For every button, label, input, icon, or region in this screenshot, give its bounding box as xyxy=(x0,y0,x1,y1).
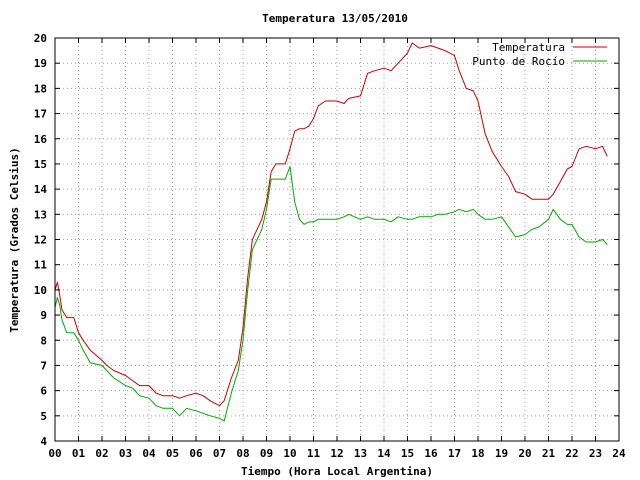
y-tick-label: 7 xyxy=(40,359,47,372)
y-tick-label: 15 xyxy=(34,158,47,171)
x-tick-label: 03 xyxy=(119,447,132,460)
x-tick-label: 07 xyxy=(213,447,226,460)
x-tick-label: 11 xyxy=(307,447,321,460)
x-tick-label: 10 xyxy=(283,447,296,460)
y-tick-label: 20 xyxy=(34,32,47,45)
y-tick-label: 16 xyxy=(34,133,48,146)
x-axis-label: Tiempo (Hora Local Argentina) xyxy=(241,465,433,478)
grid-lines xyxy=(55,38,619,441)
x-tick-label: 00 xyxy=(48,447,61,460)
axis-ticks: 00 01 02 03 04 05 06 07 08 09 10 11 12 13 14 15 16 17 18 19… xyxy=(34,32,626,460)
y-tick-label: 10 xyxy=(34,284,47,297)
x-tick-label: 23 xyxy=(589,447,602,460)
y-tick-label: 18 xyxy=(34,82,47,95)
y-tick-label: 14 xyxy=(34,183,48,196)
x-tick-label: 05 xyxy=(166,447,179,460)
x-tick-label: 24 xyxy=(612,447,626,460)
y-tick-label: 6 xyxy=(40,385,47,398)
x-tick-label: 12 xyxy=(330,447,343,460)
y-tick-label: 9 xyxy=(40,309,47,322)
y-tick-label: 5 xyxy=(40,410,47,423)
x-tick-label: 18 xyxy=(471,447,484,460)
x-tick-label: 04 xyxy=(142,447,156,460)
x-tick-label: 09 xyxy=(260,447,273,460)
y-tick-label: 11 xyxy=(34,259,48,272)
series-layer xyxy=(54,42,608,422)
x-tick-label: 15 xyxy=(401,447,414,460)
x-tick-label: 16 xyxy=(424,447,438,460)
chart-title: Temperatura 13/05/2010 xyxy=(262,12,408,25)
x-tick-label: 19 xyxy=(495,447,508,460)
y-tick-label: 19 xyxy=(34,57,47,70)
y-tick-label: 8 xyxy=(40,334,47,347)
legend-label-0: Temperatura xyxy=(492,41,565,54)
x-tick-label: 22 xyxy=(565,447,578,460)
x-tick-label: 02 xyxy=(95,447,108,460)
x-tick-label: 13 xyxy=(354,447,367,460)
x-tick-label: 17 xyxy=(448,447,461,460)
y-tick-label: 17 xyxy=(34,108,47,121)
series-line-0 xyxy=(54,42,608,407)
y-tick-label: 4 xyxy=(40,435,47,448)
x-tick-label: 20 xyxy=(518,447,531,460)
y-axis-label: Temperatura (Grados Celsius) xyxy=(8,147,21,332)
x-tick-label: 06 xyxy=(189,447,203,460)
x-tick-label: 01 xyxy=(72,447,86,460)
x-tick-label: 08 xyxy=(236,447,249,460)
y-tick-label: 13 xyxy=(34,208,47,221)
y-tick-label: 12 xyxy=(34,234,47,247)
x-tick-label: 14 xyxy=(377,447,391,460)
x-tick-label: 21 xyxy=(542,447,556,460)
legend-label-1: Punto de Rocío xyxy=(472,55,565,68)
series-line-1 xyxy=(54,166,608,422)
